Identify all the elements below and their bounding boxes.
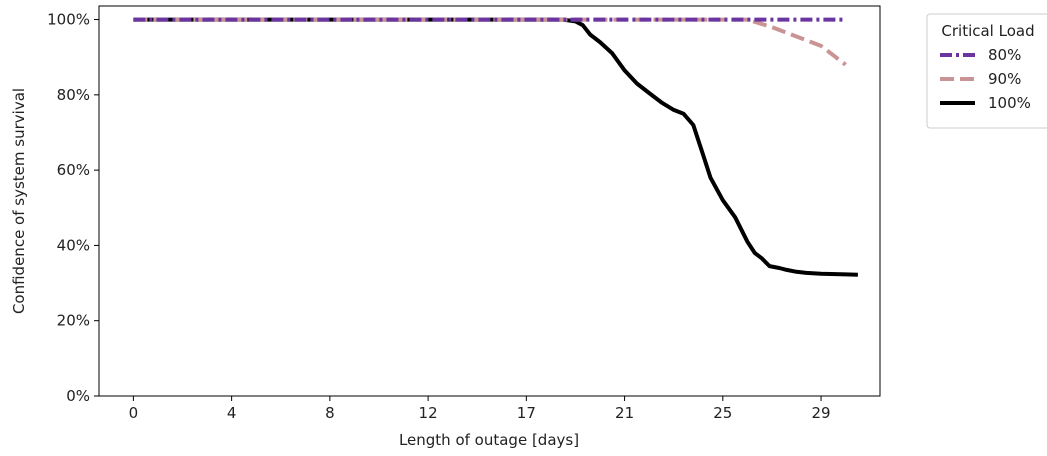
y-tick-label: 60%: [57, 161, 90, 179]
y-tick-label: 0%: [66, 387, 90, 405]
x-tick-label: 0: [129, 404, 139, 422]
legend-label: 90%: [988, 70, 1021, 88]
y-tick-label: 40%: [57, 236, 90, 254]
y-axis-label: Confidence of system survival: [10, 88, 28, 314]
x-tick-label: 12: [419, 404, 438, 422]
x-tick-label: 29: [812, 404, 831, 422]
x-axis-label: Length of outage [days]: [399, 431, 579, 449]
legend-label: 100%: [988, 94, 1031, 112]
y-tick-label: 80%: [57, 86, 90, 104]
y-tick-label: 20%: [57, 312, 90, 330]
y-axis: 0% 20% 40% 60% 80% 100%: [47, 11, 99, 405]
series-layer: [133, 17, 858, 277]
x-tick-label: 8: [325, 404, 335, 422]
x-tick-label: 4: [227, 404, 237, 422]
legend-label: 80%: [988, 46, 1021, 64]
legend-title: Critical Load: [941, 22, 1034, 40]
x-tick-label: 25: [713, 404, 732, 422]
x-tick-label: 21: [615, 404, 634, 422]
legend: Critical Load 80% 90% 100%: [926, 13, 1047, 129]
x-axis: 0 4 8 12 17 21 25 29: [129, 396, 831, 422]
legend-box: [926, 13, 1047, 129]
x-tick-label: 17: [517, 404, 536, 422]
plot-area: [98, 5, 881, 397]
y-tick-label: 100%: [47, 11, 90, 29]
